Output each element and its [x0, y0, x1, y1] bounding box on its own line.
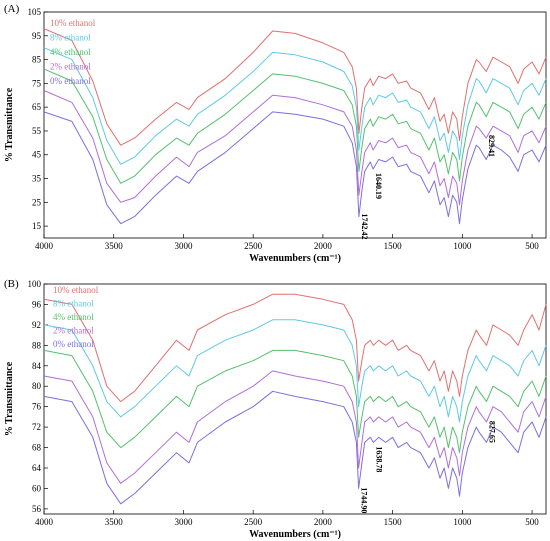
chart-panel-a: (A) 15 25 35 45 55 65 75 85 95 105 4000 3500 3000 2500… — [4, 3, 547, 264]
x-tick-label: 2000 — [314, 241, 333, 251]
y-tick-label: 84 — [32, 361, 42, 371]
legend-entry: 0% ethanol — [53, 339, 94, 349]
legend-entry: 0% ethanol — [50, 76, 91, 86]
y-tick-label: 25 — [32, 197, 42, 207]
peak-annotation: 1640.19 — [374, 173, 383, 199]
x-tick-label: 500 — [525, 517, 539, 527]
y-tick-label: 92 — [32, 320, 41, 330]
series-line-2-ethanol — [43, 370, 547, 484]
y-tick-label: 45 — [32, 150, 42, 160]
panel-label: (A) — [4, 3, 20, 15]
x-axis-label: Wavenumbers (cm⁻¹) — [249, 253, 341, 264]
y-axis-label: % Transmittance — [4, 87, 15, 162]
x-tick-label: 1500 — [384, 517, 403, 527]
x-tick-label: 2000 — [314, 517, 333, 527]
plot-frame — [43, 11, 547, 239]
peak-annotation: 829.41 — [487, 135, 496, 157]
x-tick-label: 3500 — [105, 241, 124, 251]
plot-frame — [43, 283, 547, 515]
legend-entry: 2% ethanol — [50, 62, 91, 72]
x-tick-label: 4000 — [35, 517, 54, 527]
y-tick-label: 96 — [32, 299, 42, 309]
series-line-0-ethanol — [43, 111, 547, 225]
y-tick-label: 35 — [32, 174, 42, 184]
legend-entry: 8% ethanol — [53, 299, 94, 309]
series-line-4-ethanol — [43, 349, 547, 454]
x-tick-label: 3000 — [174, 517, 193, 527]
x-tick-label: 2500 — [244, 517, 263, 527]
peak-annotation: 1744.90 — [360, 487, 369, 513]
series-line-2-ethanol — [43, 90, 547, 206]
x-tick-label: 2500 — [244, 241, 263, 251]
x-tick-label: 500 — [525, 241, 539, 251]
x-tick-label: 1000 — [453, 241, 472, 251]
y-tick-label: 105 — [28, 7, 42, 17]
legend-entry: 10% ethanol — [50, 18, 96, 28]
x-tick-label: 3500 — [105, 517, 124, 527]
series-line-10-ethanol — [43, 293, 547, 403]
peak-annotation: 827.65 — [487, 421, 496, 443]
y-tick-label: 88 — [32, 340, 42, 350]
legend-entry: 10% ethanol — [53, 285, 99, 295]
y-tick-label: 85 — [32, 55, 42, 65]
peak-annotation: 1742.42 — [360, 213, 369, 239]
peak-annotation: 1638.78 — [374, 446, 383, 472]
x-tick-label: 3000 — [174, 241, 193, 251]
legend-entry: 4% ethanol — [50, 47, 91, 57]
y-tick-label: 100 — [28, 279, 42, 289]
legend-entry: 2% ethanol — [53, 326, 94, 336]
y-axis-label: % Transmittance — [4, 361, 15, 436]
y-tick-label: 15 — [32, 221, 42, 231]
y-tick-label: 56 — [32, 504, 42, 514]
y-tick-label: 60 — [32, 483, 42, 493]
x-axis-label: Wavenumbers (cm⁻¹) — [249, 529, 341, 540]
chart-panel-b: (B) 56 60 64 68 72 76 80 84 88 92 96 100 4000 3500 3000… — [4, 278, 547, 540]
panel-label: (B) — [4, 278, 19, 290]
legend-entry: 4% ethanol — [53, 312, 94, 322]
legend-entry: 8% ethanol — [50, 33, 91, 43]
y-tick-label: 68 — [32, 443, 42, 453]
series-line-8-ethanol — [43, 319, 547, 423]
y-tick-label: 80 — [32, 381, 42, 391]
series-line-10-ethanol — [43, 28, 547, 146]
y-tick-label: 72 — [32, 422, 41, 432]
y-tick-label: 64 — [32, 463, 42, 473]
series-line-0-ethanol — [43, 390, 547, 505]
x-tick-label: 1000 — [453, 517, 472, 527]
series-line-4-ethanol — [43, 68, 547, 184]
y-tick-label: 65 — [32, 102, 42, 112]
x-tick-label: 4000 — [35, 241, 54, 251]
y-tick-label: 76 — [32, 402, 42, 412]
y-tick-label: 55 — [32, 126, 42, 136]
y-tick-label: 95 — [32, 31, 42, 41]
series-line-8-ethanol — [43, 47, 547, 165]
x-tick-label: 1500 — [384, 241, 403, 251]
y-tick-label: 75 — [32, 78, 42, 88]
